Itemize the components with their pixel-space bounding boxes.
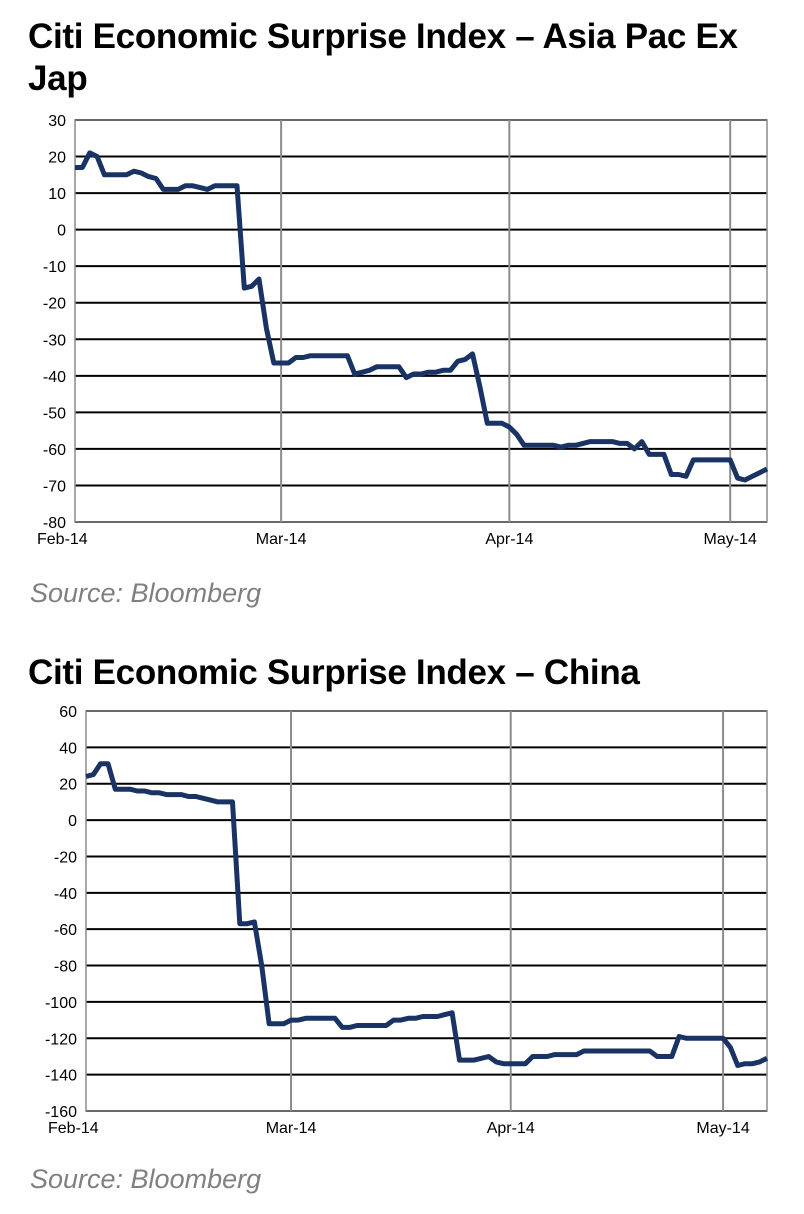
- y-tick-label: -60: [43, 442, 66, 459]
- y-tick-label: -20: [54, 849, 77, 866]
- y-tick-label: -50: [43, 405, 66, 422]
- y-tick-label: -80: [54, 959, 77, 976]
- x-tick-label: Mar-14: [266, 1120, 317, 1137]
- chart-title: Citi Economic Surprise Index – China: [28, 653, 640, 692]
- y-tick-label: 0: [68, 813, 77, 830]
- y-tick-label: 0: [57, 223, 66, 240]
- y-tick-label: -160: [45, 1104, 77, 1121]
- y-tick-label: -80: [43, 515, 66, 532]
- x-tick-label: May-14: [696, 1120, 749, 1137]
- y-tick-label: -10: [43, 259, 66, 276]
- y-tick-label: -20: [43, 296, 66, 313]
- y-tick-label: -40: [43, 369, 66, 386]
- y-tick-label: -60: [54, 922, 77, 939]
- x-tick-label: Apr-14: [487, 1120, 535, 1137]
- y-tick-label: 30: [48, 113, 66, 130]
- series-line: [85, 761, 769, 1068]
- x-tick-label: Feb-14: [37, 531, 88, 548]
- source-note: Source: Bloomberg: [30, 1164, 262, 1194]
- line-chart-china: 60 40 20 0 -20 -40 -60 -80 -100 -120 -140 -160Feb-1…: [45, 704, 769, 1137]
- y-tick-label: 20: [48, 150, 66, 167]
- series-line: [75, 150, 769, 483]
- plot-border: [85, 710, 768, 1112]
- y-tick-label: -140: [45, 1068, 77, 1085]
- source-note: Source: Bloomberg: [30, 578, 262, 608]
- y-tick-label: -70: [43, 478, 66, 495]
- x-tick-label: Apr-14: [485, 531, 533, 548]
- y-tick-label: 60: [59, 704, 77, 721]
- chart-title: Citi Economic Surprise Index – Asia Pac …: [28, 17, 738, 98]
- y-tick-label: 10: [48, 186, 66, 203]
- y-tick-label: -120: [45, 1031, 77, 1048]
- x-tick-label: Feb-14: [48, 1120, 99, 1137]
- x-tick-label: May-14: [704, 531, 757, 548]
- y-tick-label: -40: [54, 886, 77, 903]
- y-tick-label: 20: [59, 777, 77, 794]
- y-tick-label: -30: [43, 332, 66, 349]
- plot-border: [74, 119, 768, 523]
- x-tick-label: Mar-14: [256, 531, 307, 548]
- y-tick-label: -100: [45, 995, 77, 1012]
- y-tick-label: 40: [59, 740, 77, 757]
